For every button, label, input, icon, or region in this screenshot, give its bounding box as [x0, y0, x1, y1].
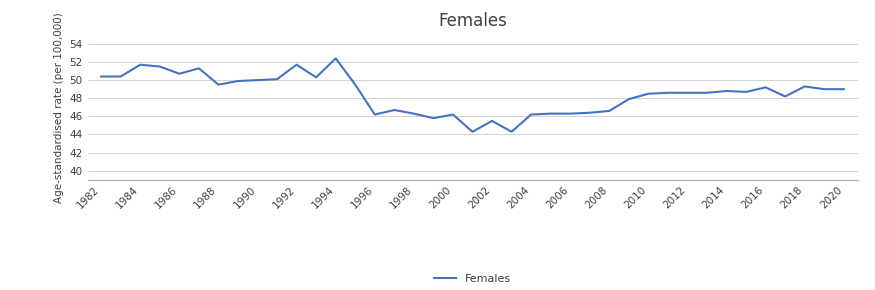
Females [487, 119, 497, 123]
Females [545, 112, 556, 115]
Females [116, 75, 126, 78]
Females [252, 78, 262, 82]
Females [193, 67, 204, 70]
Females [135, 63, 145, 66]
Females [409, 112, 419, 115]
Females [819, 88, 829, 91]
Females [643, 92, 654, 95]
Y-axis label: Age-standardised rate (per 100,000): Age-standardised rate (per 100,000) [54, 12, 64, 203]
Females [448, 113, 458, 116]
Females [389, 108, 400, 112]
Females [780, 95, 790, 98]
Females [331, 57, 341, 60]
Females [428, 117, 438, 120]
Females [662, 91, 673, 95]
Females [467, 130, 478, 133]
Females [526, 113, 536, 116]
Females [741, 90, 752, 94]
Females [214, 83, 224, 86]
Legend: Females: Females [430, 269, 515, 289]
Females [507, 130, 517, 133]
Females [311, 76, 321, 79]
Females [565, 112, 576, 115]
Females [155, 65, 165, 68]
Females [272, 77, 283, 81]
Females [721, 89, 732, 93]
Title: Females: Females [438, 12, 507, 30]
Females [96, 75, 107, 78]
Females [369, 113, 380, 116]
Females [233, 79, 243, 83]
Females [624, 97, 634, 101]
Line: Females: Females [102, 58, 844, 132]
Females [682, 91, 693, 95]
Females [760, 86, 771, 89]
Females [350, 83, 360, 86]
Females [800, 85, 810, 88]
Females [604, 109, 614, 113]
Females [584, 111, 595, 115]
Females [838, 88, 849, 91]
Females [702, 91, 712, 95]
Females [174, 72, 185, 75]
Females [291, 63, 302, 66]
